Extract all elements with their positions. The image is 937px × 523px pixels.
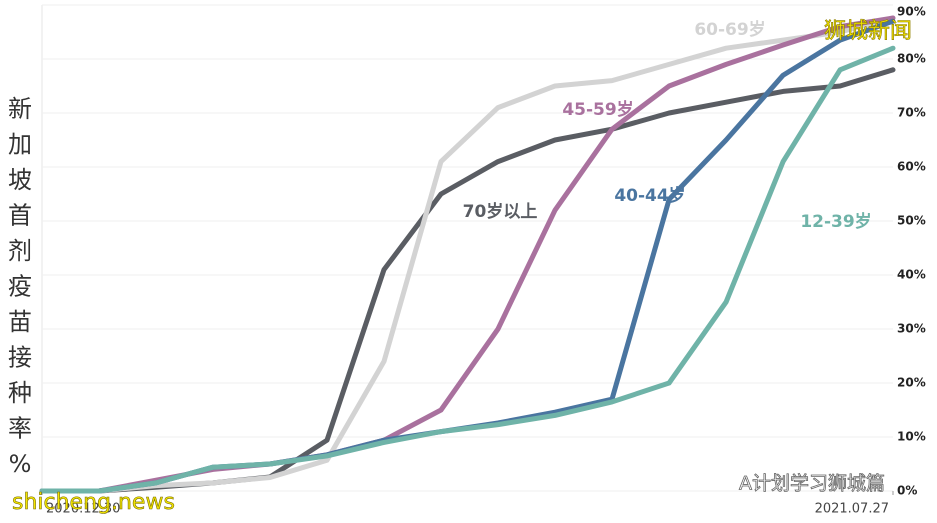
series-label: 70岁以上 (463, 201, 538, 222)
y-tick-label: 20% (897, 376, 926, 390)
x-tick-label: 2020.12.30 (46, 502, 120, 517)
y-tick-label: 60% (897, 160, 926, 174)
y-tick-label: 0% (897, 484, 917, 498)
y-tick-label: 80% (897, 52, 926, 66)
y-axis-label: 新加坡首剂疫苗接种率% (8, 95, 32, 478)
y-tick-label: 90% (897, 5, 926, 19)
series-label: 40-44岁 (614, 185, 685, 206)
series-line (39, 45, 896, 494)
series-line (39, 15, 896, 494)
y-tick-label: 50% (897, 214, 926, 228)
watermark: shicheng.news (12, 490, 175, 515)
y-tick-label: 10% (897, 430, 926, 444)
series-label: 45-59岁 (562, 99, 633, 120)
y-tick-label: 70% (897, 106, 926, 120)
y-tick-label: 30% (897, 322, 926, 336)
series-label: 12-39岁 (800, 211, 871, 232)
x-tick-label: 2021.07.27 (815, 502, 889, 517)
watermark: 狮城新闻 (824, 19, 912, 44)
watermark: A计划学习狮城篇 (739, 473, 885, 495)
series-label: 60-69岁 (694, 19, 765, 40)
y-tick-label: 40% (897, 268, 926, 282)
